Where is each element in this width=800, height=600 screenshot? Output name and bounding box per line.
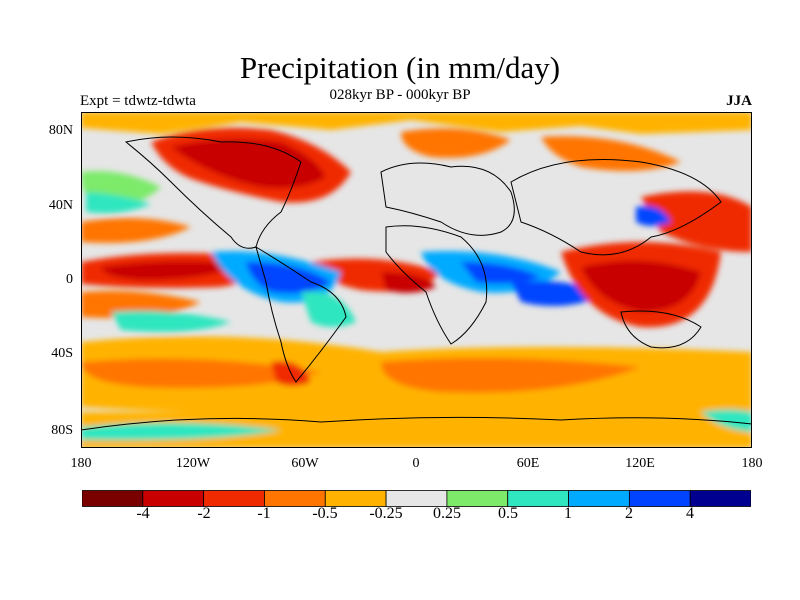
colorbar-label-neg0.25: -0.25 — [369, 505, 403, 522]
colorbar-labels: -4 -2 -1 -0.5 -0.25 0.25 0.5 1 2 4 — [0, 505, 800, 527]
chart-subtitle: 028kyr BP - 000kyr BP — [329, 87, 471, 103]
x-tick-120w: 120W — [175, 456, 211, 471]
y-tick-40n: 40N — [48, 198, 73, 213]
colorbar — [82, 490, 751, 507]
x-tick-180-right: 180 — [741, 456, 763, 471]
chart-title: Precipitation (in mm/day) — [239, 50, 561, 85]
colorbar-label-0.5: 0.5 — [498, 505, 518, 522]
y-tick-40s: 40S — [51, 346, 73, 361]
colorbar-label-neg0.5: -0.5 — [312, 505, 338, 522]
x-tick-0: 0 — [412, 456, 420, 471]
x-tick-60w: 60W — [291, 456, 319, 471]
y-tick-80n: 80N — [48, 123, 73, 138]
colorbar-label-neg4: -4 — [136, 505, 150, 522]
colorbar-label-neg2: -2 — [197, 505, 211, 522]
colorbar-label-4: 4 — [686, 505, 694, 522]
x-tick-120e: 120E — [625, 456, 655, 471]
experiment-label: Expt = tdwtz-tdwta — [80, 93, 196, 109]
coastlines — [81, 136, 752, 431]
precipitation-map — [81, 112, 752, 448]
anomaly-field — [81, 112, 752, 448]
x-tick-60e: 60E — [516, 456, 540, 471]
x-tick-180-left: 180 — [70, 456, 92, 471]
colorbar-label-2: 2 — [625, 505, 633, 522]
season-label: JJA — [726, 93, 752, 109]
colorbar-label-0.25: 0.25 — [433, 505, 461, 522]
y-tick-80s: 80S — [51, 423, 73, 438]
colorbar-label-neg1: -1 — [257, 505, 271, 522]
colorbar-label-1: 1 — [564, 505, 572, 522]
y-tick-0: 0 — [66, 272, 73, 287]
